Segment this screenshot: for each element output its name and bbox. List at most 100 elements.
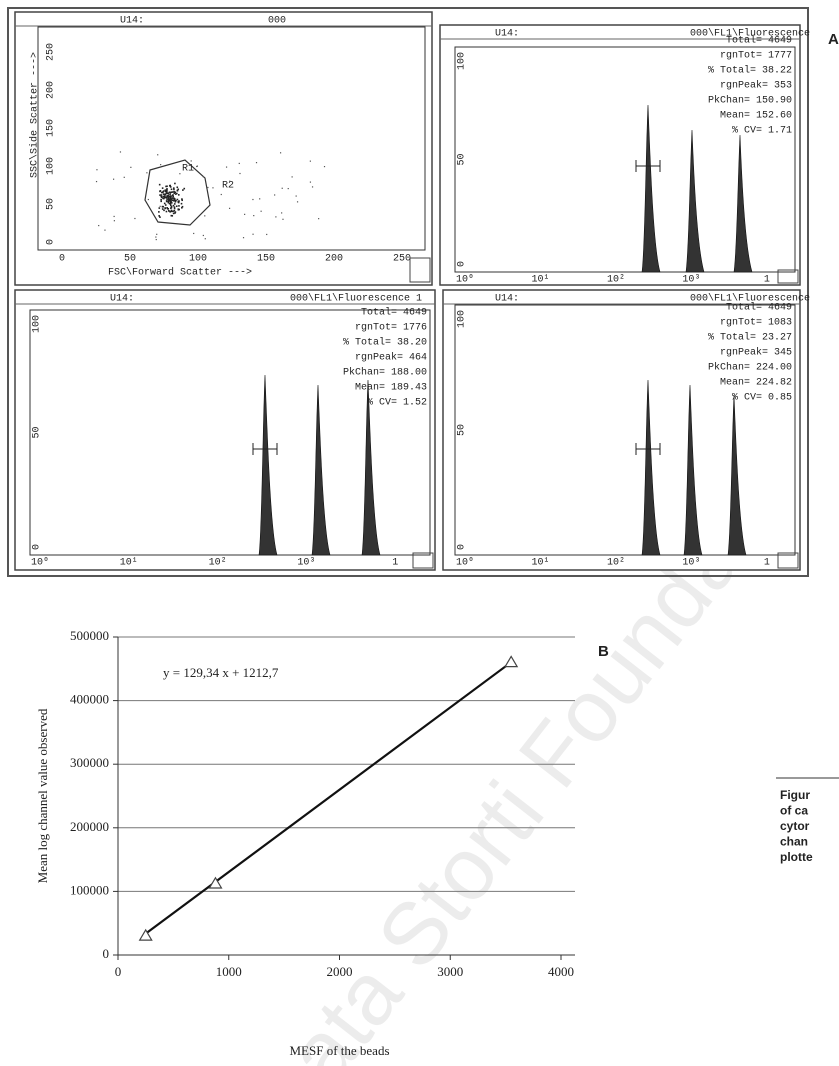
x-tick-label: 10¹ bbox=[120, 558, 138, 569]
event-dot bbox=[165, 196, 168, 199]
data-point bbox=[504, 655, 519, 668]
event-dot bbox=[159, 194, 161, 196]
x-tick-label: 10³ bbox=[682, 558, 700, 569]
cursor-bar bbox=[635, 443, 661, 455]
stat-line: Mean= 152.60 bbox=[720, 111, 792, 122]
equation: y = 129,34 x + 1212,7 bbox=[163, 665, 279, 680]
histogram-peak bbox=[258, 374, 278, 556]
event-dot bbox=[176, 186, 179, 189]
event-dot bbox=[158, 183, 161, 186]
event-dot bbox=[169, 193, 171, 195]
stat-line: PkChan= 224.00 bbox=[708, 362, 792, 374]
event-dot bbox=[162, 191, 164, 193]
x-tick-label: 10¹ bbox=[531, 558, 549, 569]
event-dot bbox=[160, 195, 163, 198]
panel-header-right: 000\FL1\Fluorescence bbox=[690, 28, 810, 40]
event-dot bbox=[166, 188, 168, 190]
event-dot bbox=[172, 210, 174, 213]
event-dot bbox=[202, 234, 204, 237]
event-dot bbox=[168, 195, 171, 198]
event-dot bbox=[190, 160, 192, 162]
event-dot bbox=[173, 188, 175, 191]
event-dot bbox=[181, 198, 183, 200]
event-dot bbox=[162, 193, 165, 195]
event-dot bbox=[173, 206, 176, 208]
event-dot bbox=[167, 200, 170, 203]
x-tick-label: 10⁰ bbox=[31, 557, 49, 569]
event-dot bbox=[134, 217, 136, 220]
event-dot bbox=[163, 209, 165, 212]
caption-line: of ca bbox=[780, 804, 808, 818]
event-dot bbox=[220, 193, 222, 196]
event-dot bbox=[158, 215, 160, 217]
event-dot bbox=[168, 199, 171, 201]
histogram-peak bbox=[641, 379, 661, 556]
stat-line: Total= 4649 bbox=[361, 307, 427, 319]
y-tick-label: 0 bbox=[46, 239, 57, 245]
event-dot bbox=[158, 211, 160, 213]
event-dot bbox=[167, 201, 170, 204]
event-dot bbox=[177, 201, 180, 204]
y-tick-label: 400000 bbox=[70, 692, 109, 707]
event-dot bbox=[238, 162, 240, 165]
y-tick-label: 250 bbox=[46, 43, 57, 61]
stat-line: % Total= 38.20 bbox=[343, 337, 427, 349]
histogram-peak bbox=[683, 384, 703, 556]
event-dot bbox=[123, 176, 125, 178]
x-tick-label: 10² bbox=[607, 275, 625, 286]
event-dot bbox=[112, 178, 115, 180]
event-dot bbox=[172, 195, 175, 198]
event-dot bbox=[281, 212, 283, 214]
y-tick-label: 50 bbox=[457, 424, 468, 436]
event-dot bbox=[255, 162, 258, 164]
event-dot bbox=[171, 194, 174, 197]
x-tick-label: 200 bbox=[325, 254, 343, 265]
event-dot bbox=[162, 197, 164, 200]
event-dot bbox=[296, 201, 299, 203]
event-dot bbox=[160, 198, 162, 201]
event-dot bbox=[167, 210, 170, 212]
corner-box bbox=[409, 257, 431, 283]
x-tick-label: 1 bbox=[764, 558, 770, 569]
event-dot bbox=[166, 200, 168, 203]
event-dot bbox=[193, 232, 195, 235]
stat-line: Total= 4649 bbox=[726, 35, 792, 47]
event-dot bbox=[159, 205, 161, 207]
event-dot bbox=[170, 209, 173, 212]
caption-line: Figur bbox=[780, 788, 810, 802]
event-dot bbox=[274, 194, 276, 196]
x-tick-label: 1000 bbox=[216, 964, 242, 979]
event-dot bbox=[183, 187, 186, 190]
event-dot bbox=[173, 187, 175, 189]
event-dot bbox=[162, 195, 165, 198]
gate-region bbox=[144, 159, 211, 226]
event-dot bbox=[179, 173, 181, 175]
data-point bbox=[208, 876, 223, 889]
event-dot bbox=[202, 176, 205, 178]
event-dot bbox=[169, 202, 172, 205]
event-dot bbox=[113, 220, 115, 222]
x-tick-label: 10¹ bbox=[531, 275, 549, 286]
event-dot bbox=[167, 194, 170, 196]
event-dot bbox=[169, 197, 172, 200]
event-dot bbox=[163, 202, 166, 205]
event-dot bbox=[176, 198, 179, 201]
event-dot bbox=[176, 192, 178, 195]
event-dot bbox=[291, 176, 293, 178]
event-dot bbox=[165, 185, 167, 188]
stat-line: rgnPeak= 353 bbox=[720, 80, 792, 92]
panel-header-right: 000\FL1\Fluorescence 1 bbox=[290, 293, 422, 305]
x-tick-label: 10² bbox=[209, 558, 227, 569]
panel-frame bbox=[14, 11, 433, 286]
event-dot bbox=[225, 166, 228, 168]
y-tick-label: 300000 bbox=[70, 755, 109, 770]
event-dot bbox=[164, 207, 166, 209]
panel-header-left: U14: bbox=[495, 29, 519, 40]
event-dot bbox=[98, 224, 100, 227]
y-tick-label: 0 bbox=[32, 544, 43, 550]
figure-b-label: B bbox=[598, 643, 609, 660]
panel-header-left: U14: bbox=[120, 16, 144, 27]
plot-frame bbox=[454, 46, 796, 273]
x-tick-label: 10³ bbox=[682, 275, 700, 286]
